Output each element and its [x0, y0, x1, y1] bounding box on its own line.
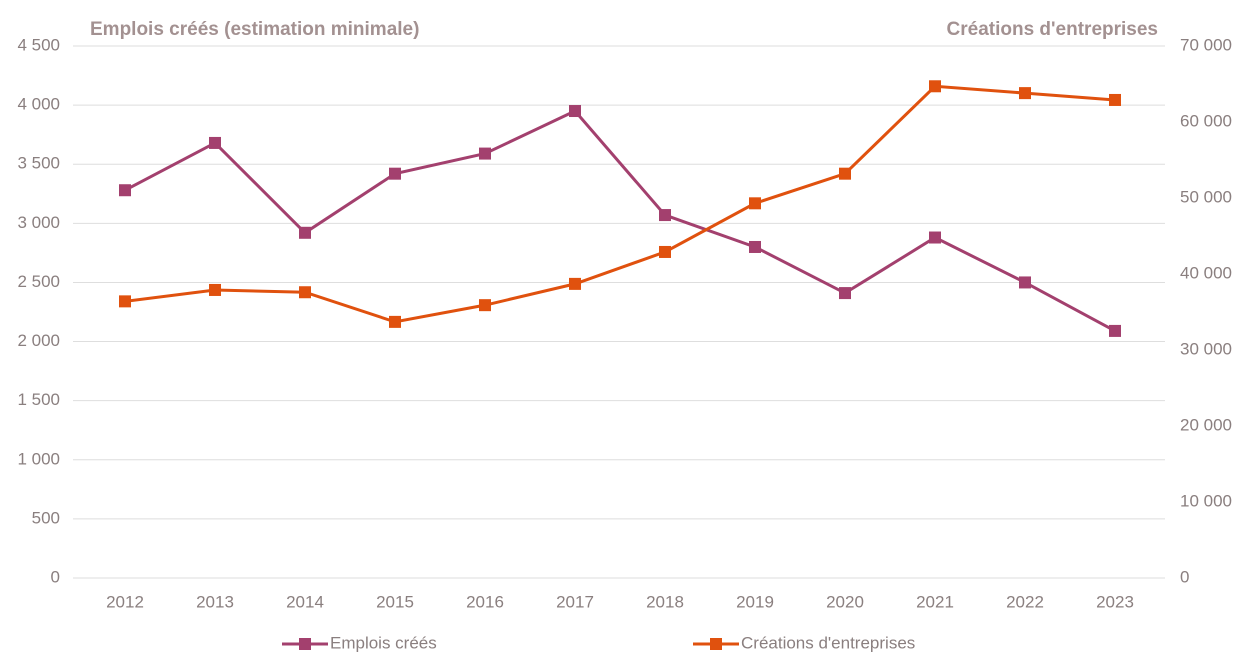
series-line — [124, 109, 1116, 333]
marker — [929, 80, 941, 93]
y2-tick-label: 20 000 — [1180, 415, 1232, 434]
marker — [749, 240, 761, 253]
x-tick-label: 2023 — [1096, 592, 1134, 611]
marker — [839, 287, 851, 300]
y2-tick-label: 50 000 — [1180, 187, 1232, 206]
y-tick-label: 1 500 — [17, 390, 60, 409]
marker — [1019, 276, 1031, 289]
marker — [299, 286, 311, 299]
y2-tick-label: 60 000 — [1180, 111, 1232, 130]
y-tick-label: 500 — [32, 508, 60, 527]
y-tick-label: 1 000 — [17, 449, 60, 468]
y-tick-label: 3 500 — [17, 154, 60, 173]
marker — [299, 226, 311, 239]
y2-tick-label: 70 000 — [1180, 35, 1232, 54]
y2-axis-title: Créations d'entreprises — [947, 19, 1158, 40]
y-tick-label: 4 500 — [17, 35, 60, 54]
x-tick-label: 2018 — [646, 592, 684, 611]
marker — [659, 245, 671, 258]
y-tick-label: 4 000 — [17, 95, 60, 114]
x-tick-label: 2020 — [826, 592, 864, 611]
x-tick-label: 2019 — [736, 592, 774, 611]
marker — [479, 147, 491, 160]
marker — [389, 315, 401, 328]
legend-label: Emplois créés — [330, 633, 437, 652]
x-tick-label: 2022 — [1006, 592, 1044, 611]
legend-label: Créations d'entreprises — [741, 633, 915, 652]
marker — [209, 136, 221, 149]
marker — [389, 167, 401, 180]
y2-tick-label: 40 000 — [1180, 263, 1232, 282]
x-tick-label: 2012 — [106, 592, 144, 611]
y2-tick-label: 30 000 — [1180, 339, 1232, 358]
marker — [929, 231, 941, 244]
legend-marker — [299, 638, 311, 650]
y-tick-label: 2 000 — [17, 331, 60, 350]
marker — [1109, 93, 1121, 106]
y2-tick-label: 10 000 — [1180, 491, 1232, 510]
marker — [569, 105, 581, 118]
marker — [659, 209, 671, 222]
x-tick-label: 2014 — [286, 592, 324, 611]
x-tick-label: 2017 — [556, 592, 594, 611]
marker — [749, 197, 761, 210]
marker — [1019, 87, 1031, 100]
marker — [479, 299, 491, 312]
legend-marker — [710, 638, 722, 650]
marker — [119, 184, 131, 197]
marker — [1109, 324, 1121, 337]
marker — [569, 277, 581, 290]
x-tick-label: 2021 — [916, 592, 954, 611]
x-tick-label: 2015 — [376, 592, 414, 611]
y-tick-label: 3 000 — [17, 213, 60, 232]
y-tick-label: 0 — [51, 567, 60, 586]
x-tick-label: 2013 — [196, 592, 234, 611]
series-line — [124, 84, 1116, 324]
marker — [209, 283, 221, 296]
marker — [839, 167, 851, 180]
marker — [119, 295, 131, 308]
y-tick-label: 2 500 — [17, 272, 60, 291]
y-axis-title: Emplois créés (estimation minimale) — [90, 19, 419, 40]
y2-tick-label: 0 — [1180, 567, 1189, 586]
x-tick-label: 2016 — [466, 592, 504, 611]
